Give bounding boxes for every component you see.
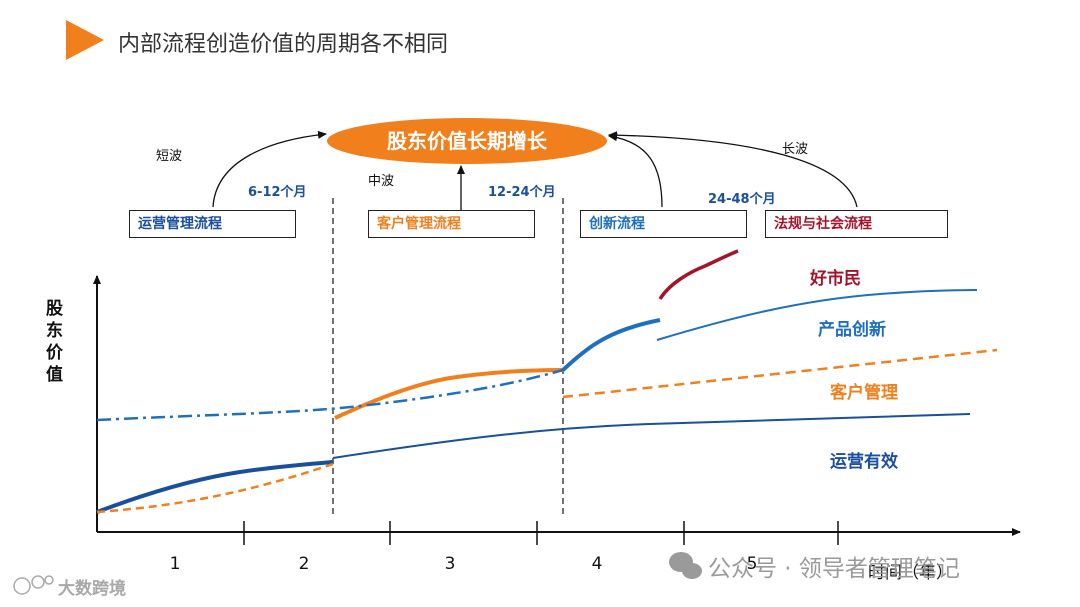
- wechat-watermark-icon: [669, 552, 702, 579]
- short-wave-label: 短波: [156, 149, 183, 164]
- x-tick-label: 4: [591, 554, 603, 574]
- innovation-curve-early: [96, 368, 564, 422]
- right-watermark: 公众号 · 领导者管理笔记: [708, 556, 960, 582]
- page-title: 内部流程创造价值的周期各不相同: [118, 32, 449, 57]
- operations-curve-early: [96, 460, 334, 514]
- x-tick-label: 2: [298, 554, 310, 574]
- citizen-curve: [658, 249, 739, 300]
- operations-curve: [332, 413, 971, 459]
- innovation-curve-late: [656, 289, 978, 341]
- operations-curve-label: 运营有效: [830, 452, 898, 472]
- regulatory-process-box: 法规与社会流程: [765, 210, 948, 238]
- x-axis-label: 时间（年）: [868, 563, 953, 583]
- customer-curve-early: [96, 462, 334, 514]
- innovation-process-box: 创新流程: [580, 210, 747, 238]
- long-wave-label: 长波: [782, 142, 809, 157]
- period-label-medium: 12-24个月: [488, 185, 556, 200]
- long-wave-arrow: [608, 131, 858, 208]
- operations-process-box: 运营管理流程: [129, 210, 296, 238]
- x-tick-label: 1: [169, 554, 181, 574]
- innovation-curve-label: 产品创新: [818, 320, 886, 340]
- period-label-long: 24-48个月: [708, 192, 776, 207]
- medium-wave-label: 中波: [368, 174, 395, 189]
- left-watermark: 大数跨境: [58, 579, 126, 599]
- citizen-curve-label: 好市民: [810, 269, 861, 289]
- x-tick-label: 3: [444, 554, 456, 574]
- shareholder-value-ellipse: 股东价值长期增长: [327, 118, 607, 164]
- short-wave-arrow: [212, 130, 327, 208]
- y-axis-label: 股东价值: [46, 299, 63, 385]
- innovation-curve-growth: [561, 318, 661, 372]
- x-axis-ticks: [243, 521, 839, 545]
- x-tick-label: 5: [746, 554, 758, 574]
- title-arrow-icon: [66, 20, 104, 60]
- customer-curve-label: 客户管理: [830, 383, 898, 403]
- period-label-short: 6-12个月: [248, 185, 307, 200]
- brand-watermark-icon: [13, 575, 54, 595]
- innovation-arrow: [608, 133, 663, 208]
- customer-curve-late: [562, 348, 998, 399]
- customer-process-box: 客户管理流程: [368, 210, 535, 238]
